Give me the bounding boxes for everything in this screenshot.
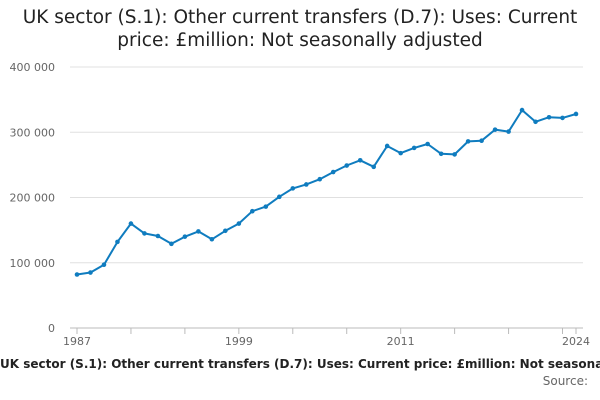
data-point bbox=[438, 151, 444, 157]
data-point bbox=[506, 129, 511, 134]
data-point bbox=[115, 239, 120, 245]
y-tick-label: 400 000 bbox=[10, 61, 56, 74]
x-tick-label: 2024 bbox=[562, 335, 590, 348]
data-point bbox=[276, 194, 282, 200]
data-point bbox=[155, 233, 161, 239]
y-tick-label: 100 000 bbox=[10, 257, 56, 270]
data-point bbox=[465, 139, 471, 144]
data-point bbox=[546, 114, 552, 120]
gridlines bbox=[70, 66, 583, 264]
data-point bbox=[142, 231, 147, 236]
data-point bbox=[169, 241, 174, 247]
x-tick-label: 1987 bbox=[63, 335, 91, 348]
y-tick-label: 0 bbox=[48, 322, 55, 335]
data-point bbox=[209, 236, 215, 242]
data-point bbox=[317, 176, 323, 182]
data-point bbox=[303, 182, 309, 187]
axes: 0 100 000 200 000 300 000 400 000 1987 1999 201… bbox=[10, 61, 591, 348]
data-point bbox=[492, 127, 498, 132]
data-point bbox=[88, 270, 93, 275]
chart-title-line-1: UK sector (S.1): Other current transfers… bbox=[22, 7, 578, 28]
data-point bbox=[398, 150, 403, 156]
data-point bbox=[330, 169, 336, 175]
data-point bbox=[196, 229, 201, 234]
data-point bbox=[384, 143, 390, 149]
x-tick-label: 1999 bbox=[225, 335, 253, 348]
series-line bbox=[76, 109, 577, 276]
source-label: Source: bbox=[542, 374, 588, 388]
series bbox=[74, 107, 579, 277]
data-point bbox=[250, 208, 255, 214]
y-tick-label: 300 000 bbox=[10, 126, 56, 139]
data-point bbox=[263, 204, 269, 209]
data-point bbox=[533, 119, 538, 125]
data-point bbox=[411, 145, 417, 151]
chart-title: UK sector (S.1): Other current transfers… bbox=[0, 6, 600, 52]
data-point bbox=[290, 186, 296, 191]
chart-title-line-2: price: £million: Not seasonally adjusted bbox=[117, 30, 483, 51]
data-point bbox=[573, 111, 579, 117]
data-point bbox=[479, 138, 484, 144]
data-point bbox=[344, 163, 350, 168]
data-point bbox=[128, 221, 134, 226]
data-point bbox=[223, 228, 228, 234]
y-tick-label: 200 000 bbox=[10, 192, 56, 205]
data-point bbox=[236, 221, 242, 226]
data-point bbox=[425, 141, 430, 147]
data-point bbox=[357, 158, 363, 163]
data-point bbox=[101, 262, 107, 268]
data-point bbox=[452, 152, 457, 157]
chart-caption: UK sector (S.1): Other current transfers… bbox=[0, 357, 600, 371]
data-point bbox=[519, 107, 525, 113]
data-point bbox=[74, 272, 80, 277]
data-point bbox=[182, 234, 188, 239]
x-tick-label: 2011 bbox=[387, 335, 415, 348]
data-point bbox=[371, 164, 377, 170]
data-point bbox=[560, 115, 565, 121]
